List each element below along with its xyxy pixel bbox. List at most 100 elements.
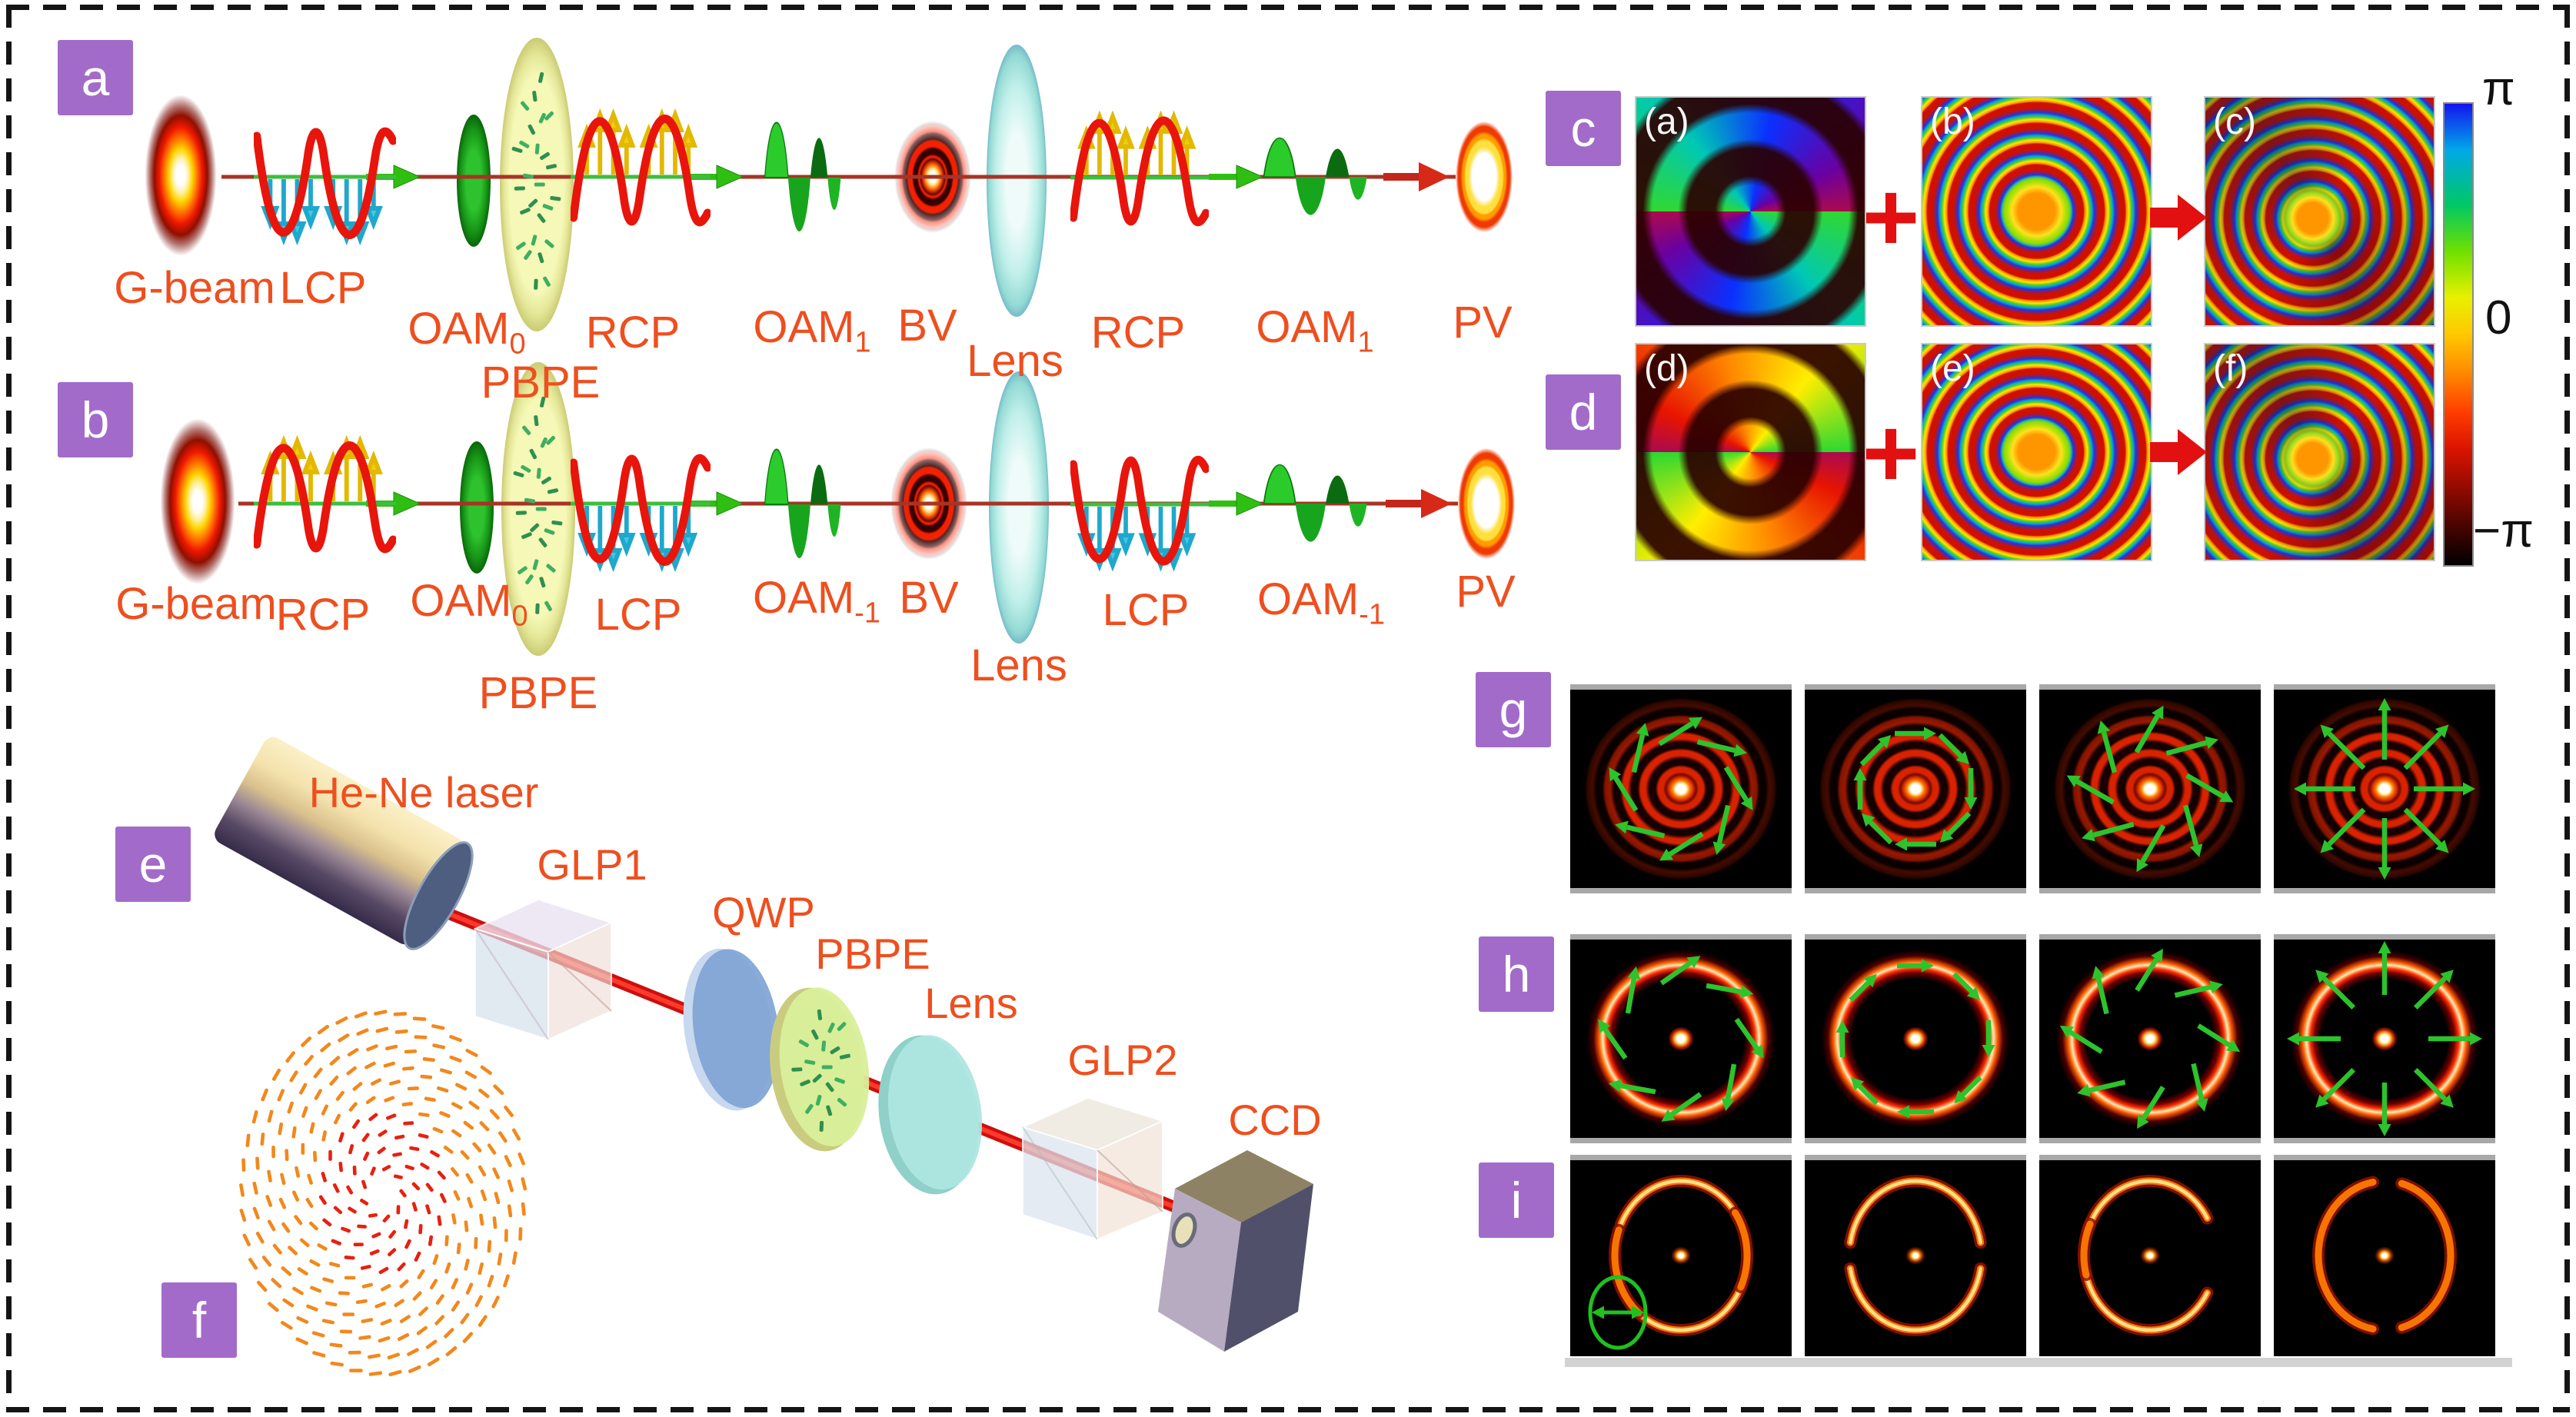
phase-map-f: (f) — [2204, 343, 2435, 561]
bessel-vortex-b — [889, 445, 969, 562]
label-oam0-a: OAM0 — [408, 304, 526, 361]
label-lcp-a: LCP — [279, 263, 367, 313]
label-glp2: GLP2 — [1067, 1036, 1178, 1084]
panel-tag-f: f — [161, 1282, 237, 1358]
label-lens-e: Lens — [924, 979, 1018, 1027]
arc-overlay-i2 — [1844, 1174, 1987, 1337]
label-rcp1-a: RCP — [585, 308, 681, 358]
subpanel-label-f: (f) — [2213, 348, 2248, 389]
arrow-overlay-g1 — [1609, 717, 1753, 861]
plus-operator-c: + — [1862, 162, 1920, 272]
label-gbeam-b: G-beam — [115, 579, 277, 629]
label-oamm1-b: OAM-1 — [753, 573, 880, 630]
subpanel-label-d: (d) — [1644, 348, 1689, 389]
grid-bottom-strip — [1565, 1358, 2512, 1367]
panel-tag-c: c — [1546, 91, 1621, 166]
label-lens-b: Lens — [970, 640, 1067, 690]
label-oamm1b-b: OAM-1 — [1257, 574, 1385, 631]
beamline-a — [221, 115, 1456, 239]
arc-image-i1 — [1570, 1155, 1792, 1356]
oam-wave1-a — [764, 121, 842, 232]
rcp-helix1-a — [571, 115, 711, 222]
perfect-vortex-a — [1454, 118, 1514, 235]
glp2-cube — [1020, 1096, 1165, 1241]
label-pbpe-a: PBPE — [481, 358, 601, 407]
gaussian-beam-a — [144, 92, 218, 258]
arrow-overlay-g4 — [2294, 698, 2475, 880]
oam0-plate-b — [460, 441, 494, 574]
gaussian-beam-b — [159, 416, 236, 587]
phase-map-a-bottom — [1636, 211, 1865, 325]
ccd-camera — [1158, 1150, 1313, 1352]
setup-e — [215, 72, 1313, 1377]
pbpe-disk-e — [770, 987, 870, 1152]
subpanel-label-a: (a) — [1644, 101, 1689, 142]
ring-image-h3 — [2039, 934, 2261, 1143]
label-hene-laser: He-Ne laser — [308, 768, 539, 817]
arrow-overlay-h4 — [2287, 941, 2482, 1136]
beamline-b — [238, 441, 1458, 566]
arc-overlay-i3 — [2077, 1175, 2214, 1336]
perfect-vortex-b — [1456, 445, 1516, 562]
plus-operator-d: + — [1862, 398, 1920, 508]
phase-map-a: (a) — [1635, 96, 1866, 327]
panel-tag-g: g — [1476, 672, 1551, 747]
qwp-disk — [683, 948, 780, 1111]
label-oam1-a: OAM1 — [753, 302, 871, 359]
bessel-image-g1 — [1570, 684, 1792, 893]
rcp-helix-b — [254, 441, 396, 549]
label-ccd: CCD — [1228, 1096, 1322, 1144]
label-lcp2-b: LCP — [1102, 585, 1190, 635]
label-qwp: QWP — [712, 888, 815, 936]
lcp-helix2-b — [1070, 460, 1209, 565]
bessel-image-g4 — [2274, 684, 2495, 893]
figure-border-bottom — [6, 1407, 2570, 1412]
phase-colorbar — [2443, 102, 2474, 567]
hene-laser — [215, 737, 474, 950]
label-oam0-b: OAM0 — [410, 576, 528, 633]
figure-border-left — [6, 5, 12, 1412]
panel-tag-e: e — [115, 827, 191, 902]
arrow-overlay-g3 — [2066, 705, 2234, 873]
panel-tag-b: b — [58, 382, 133, 457]
label-bv-a: BV — [897, 301, 957, 351]
lens-a — [987, 45, 1047, 317]
oam-wave2-a — [1263, 137, 1368, 216]
lens-b — [989, 371, 1049, 644]
lcp-helix1-b — [571, 458, 711, 566]
arrow-overlay-h1 — [1598, 956, 1764, 1122]
pbpe-director-spiral — [239, 1010, 528, 1377]
label-lcp1-b: LCP — [594, 590, 682, 640]
oam0-plate-a — [457, 115, 491, 247]
arc-overlay-i4 — [2311, 1176, 2458, 1336]
ring-image-h4 — [2274, 934, 2495, 1143]
bessel-image-g2 — [1805, 684, 2026, 893]
label-gbeam-a: G-beam — [114, 263, 275, 313]
panel-tag-d: d — [1546, 374, 1621, 450]
figure-border-right — [2564, 5, 2570, 1412]
colorbar-tick-negpi: −π — [2473, 504, 2534, 557]
label-pv-b: PV — [1456, 567, 1516, 617]
ring-image-h1 — [1570, 934, 1792, 1143]
label-rcp2-a: RCP — [1090, 308, 1186, 358]
lens-e — [878, 1035, 983, 1195]
label-lens-a: Lens — [967, 336, 1063, 386]
phase-map-e: (e) — [1921, 343, 2152, 561]
label-glp1: GLP1 — [537, 840, 647, 889]
arc-image-i4 — [2274, 1155, 2495, 1356]
label-pbpe-e: PBPE — [815, 930, 930, 978]
arrow-operator-d — [2150, 429, 2207, 475]
label-pbpe-b: PBPE — [478, 668, 598, 718]
panel-tag-h: h — [1479, 936, 1554, 1012]
arc-overlay-i1 — [1588, 1174, 1753, 1350]
arrow-overlay-h3 — [2059, 948, 2241, 1129]
arc-image-i2 — [1805, 1155, 2026, 1356]
arrow-overlay-g2 — [1853, 727, 1978, 851]
colorbar-tick-zero: 0 — [2485, 291, 2512, 344]
label-oam1b-a: OAM1 — [1256, 302, 1374, 359]
figure-border-top — [6, 5, 2570, 10]
arrow-operator-c — [2150, 195, 2207, 241]
glp1-cube — [473, 898, 614, 1041]
arc-image-i3 — [2039, 1155, 2261, 1356]
